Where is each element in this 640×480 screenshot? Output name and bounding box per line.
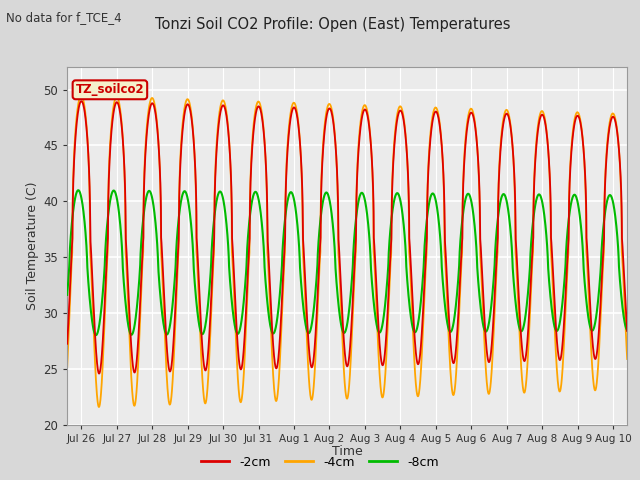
Legend: -2cm, -4cm, -8cm: -2cm, -4cm, -8cm — [196, 451, 444, 474]
Text: TZ_soilco2: TZ_soilco2 — [76, 84, 144, 96]
Text: No data for f_TCE_4: No data for f_TCE_4 — [6, 11, 122, 24]
X-axis label: Time: Time — [332, 445, 363, 458]
Y-axis label: Soil Temperature (C): Soil Temperature (C) — [26, 182, 39, 310]
Text: Tonzi Soil CO2 Profile: Open (East) Temperatures: Tonzi Soil CO2 Profile: Open (East) Temp… — [155, 17, 511, 32]
